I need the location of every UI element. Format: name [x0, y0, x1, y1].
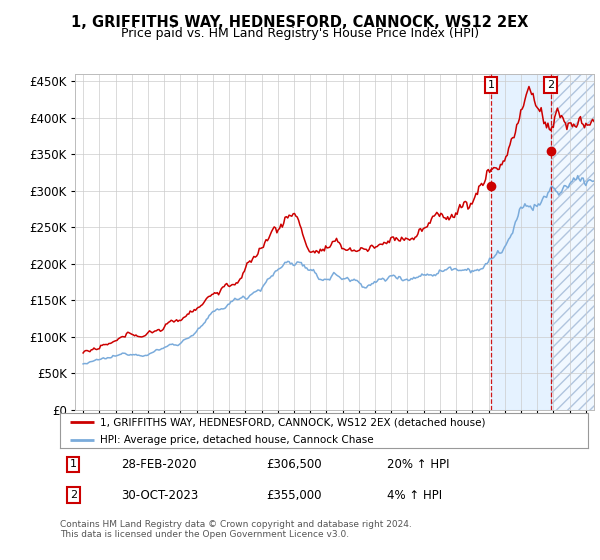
Bar: [551, 74, 600, 410]
Text: HPI: Average price, detached house, Cannock Chase: HPI: Average price, detached house, Cann…: [100, 435, 373, 445]
Text: £306,500: £306,500: [266, 458, 322, 471]
Text: 4% ↑ HPI: 4% ↑ HPI: [388, 489, 442, 502]
Text: Price paid vs. HM Land Registry's House Price Index (HPI): Price paid vs. HM Land Registry's House …: [121, 27, 479, 40]
Text: Contains HM Land Registry data © Crown copyright and database right 2024.
This d: Contains HM Land Registry data © Crown c…: [60, 520, 412, 539]
Text: £355,000: £355,000: [266, 489, 322, 502]
Text: 28-FEB-2020: 28-FEB-2020: [121, 458, 196, 471]
Text: 2: 2: [547, 80, 554, 90]
Text: 1: 1: [488, 80, 494, 90]
Text: 1, GRIFFITHS WAY, HEDNESFORD, CANNOCK, WS12 2EX: 1, GRIFFITHS WAY, HEDNESFORD, CANNOCK, W…: [71, 15, 529, 30]
Bar: [491, 74, 551, 410]
Text: 20% ↑ HPI: 20% ↑ HPI: [388, 458, 450, 471]
Text: 30-OCT-2023: 30-OCT-2023: [121, 489, 198, 502]
Text: 2: 2: [70, 490, 77, 500]
Text: 1, GRIFFITHS WAY, HEDNESFORD, CANNOCK, WS12 2EX (detached house): 1, GRIFFITHS WAY, HEDNESFORD, CANNOCK, W…: [100, 417, 485, 427]
Bar: [551, 74, 600, 410]
Text: 1: 1: [70, 459, 77, 469]
